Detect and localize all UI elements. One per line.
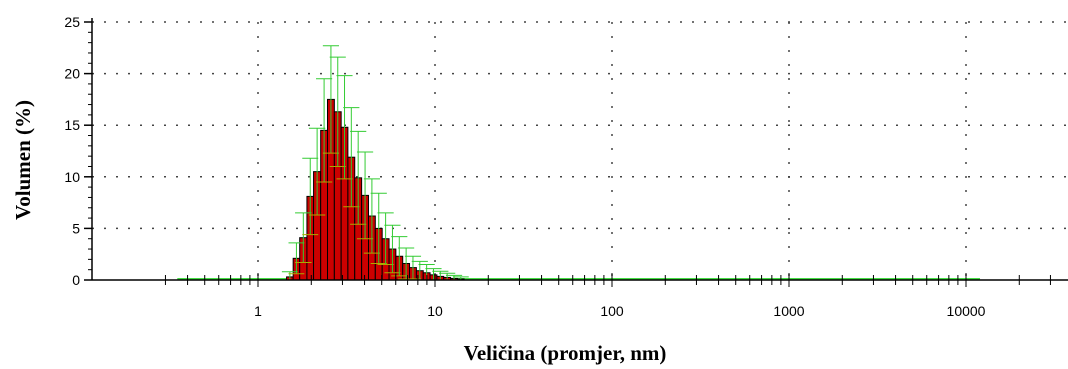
x-axis-title: Veličina (promjer, nm) <box>464 341 667 365</box>
tick-labels: 0 5 10 15 20 25 1 10 100 1000 10000 <box>64 14 985 319</box>
x-tick-label: 10 <box>427 303 443 319</box>
y-axis-title: Volumen (%) <box>11 100 35 220</box>
y-tick-label: 10 <box>64 169 80 185</box>
x-tick-label: 10000 <box>947 303 986 319</box>
y-tick-label: 15 <box>64 117 80 133</box>
y-tick-label: 20 <box>64 66 80 82</box>
axes <box>84 18 1068 287</box>
x-tick-label: 100 <box>600 303 624 319</box>
x-tick-label: 1000 <box>773 303 804 319</box>
grid-lines <box>92 21 1068 280</box>
y-tick-label: 0 <box>72 272 80 288</box>
x-tick-label: 1 <box>254 303 262 319</box>
y-tick-label: 25 <box>64 14 80 30</box>
y-tick-label: 5 <box>72 220 80 236</box>
